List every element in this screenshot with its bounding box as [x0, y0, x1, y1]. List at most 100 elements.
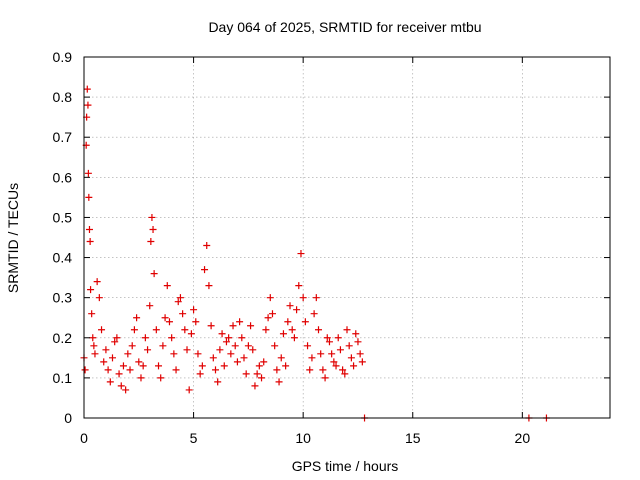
data-point: [328, 350, 336, 358]
data-point: [90, 342, 98, 350]
data-point: [233, 358, 241, 366]
data-point: [293, 306, 301, 314]
data-point: [81, 366, 89, 374]
data-point: [122, 386, 130, 394]
data-point: [86, 238, 94, 246]
data-point: [209, 354, 217, 362]
data-point: [347, 354, 355, 362]
data-point: [163, 282, 171, 290]
data-point: [104, 366, 112, 374]
data-point: [325, 338, 333, 346]
data-point: [100, 358, 108, 366]
chart-title: Day 064 of 2025, SRMTID for receiver mtb…: [208, 19, 481, 35]
data-point: [231, 342, 239, 350]
data-point: [251, 382, 259, 390]
data-point: [194, 350, 202, 358]
data-point: [84, 169, 92, 177]
x-tick-labels: 0 5 10 15 20: [80, 430, 530, 446]
data-point: [196, 370, 204, 378]
data-point: [179, 310, 187, 318]
data-point: [119, 362, 127, 370]
data-point: [126, 366, 134, 374]
data-point: [95, 294, 103, 302]
data-point: [275, 378, 283, 386]
data-point: [198, 362, 206, 370]
data-point: [130, 326, 138, 334]
data-point: [150, 270, 158, 278]
y-tick-label: 0.7: [53, 129, 73, 145]
data-point: [273, 366, 281, 374]
data-point: [148, 213, 156, 221]
data-point: [284, 318, 292, 326]
data-point: [290, 334, 298, 342]
data-point: [216, 346, 224, 354]
y-tick-label: 0.8: [53, 89, 73, 105]
data-point: [332, 362, 340, 370]
data-point: [317, 350, 325, 358]
y-tick-labels: 0 0.1 0.2 0.3 0.4 0.5 0.6 0.7 0.8 0.9: [53, 49, 73, 426]
data-point: [288, 326, 296, 334]
data-point: [343, 326, 351, 334]
data-point: [205, 282, 213, 290]
data-point: [89, 334, 97, 342]
data-point: [165, 318, 173, 326]
data-point: [174, 298, 182, 306]
data-point: [304, 342, 312, 350]
data-point: [108, 354, 116, 362]
data-point: [115, 370, 123, 378]
data-point: [183, 346, 191, 354]
data-point: [271, 342, 279, 350]
data-point: [83, 85, 91, 93]
data-point: [268, 310, 276, 318]
data-point: [260, 358, 268, 366]
data-point: [345, 342, 353, 350]
data-point: [358, 358, 366, 366]
data-point: [91, 350, 99, 358]
data-point: [295, 282, 303, 290]
data-point: [207, 322, 215, 330]
data-point: [249, 346, 257, 354]
y-tick-label: 0.9: [53, 49, 73, 65]
x-tick-label: 10: [295, 430, 311, 446]
data-point: [161, 314, 169, 322]
data-point: [264, 314, 272, 322]
data-point: [350, 362, 358, 370]
data-point: [85, 193, 93, 201]
data-point: [354, 338, 362, 346]
data-point: [286, 302, 294, 310]
data-point: [341, 370, 349, 378]
data-point: [88, 310, 96, 318]
data-point: [185, 386, 193, 394]
data-point: [135, 358, 143, 366]
data-point: [277, 354, 285, 362]
data-point: [339, 366, 347, 374]
data-point: [282, 362, 290, 370]
data-point: [279, 330, 287, 338]
data-point: [212, 366, 219, 374]
data-point: [323, 334, 331, 342]
data-point: [192, 318, 200, 326]
data-point: [315, 326, 323, 334]
y-tick-label: 0: [64, 410, 72, 426]
data-point: [146, 302, 154, 310]
data-point: [299, 294, 307, 302]
data-point: [128, 342, 136, 350]
data-point: [168, 334, 176, 342]
data-point: [258, 374, 266, 382]
data-point: [262, 326, 270, 334]
data-point: [242, 370, 250, 378]
data-point: [111, 338, 119, 346]
data-point: [227, 350, 235, 358]
data-point: [218, 330, 226, 338]
data-point: [117, 382, 125, 390]
data-point: [187, 330, 195, 338]
data-point: [319, 366, 327, 374]
data-point: [297, 250, 305, 258]
data-point: [352, 330, 360, 338]
data-point: [139, 362, 147, 370]
data-point: [106, 378, 114, 386]
y-tick-label: 0.4: [53, 250, 73, 266]
data-point: [253, 370, 261, 378]
data-point: [330, 358, 338, 366]
data-point: [225, 334, 233, 342]
